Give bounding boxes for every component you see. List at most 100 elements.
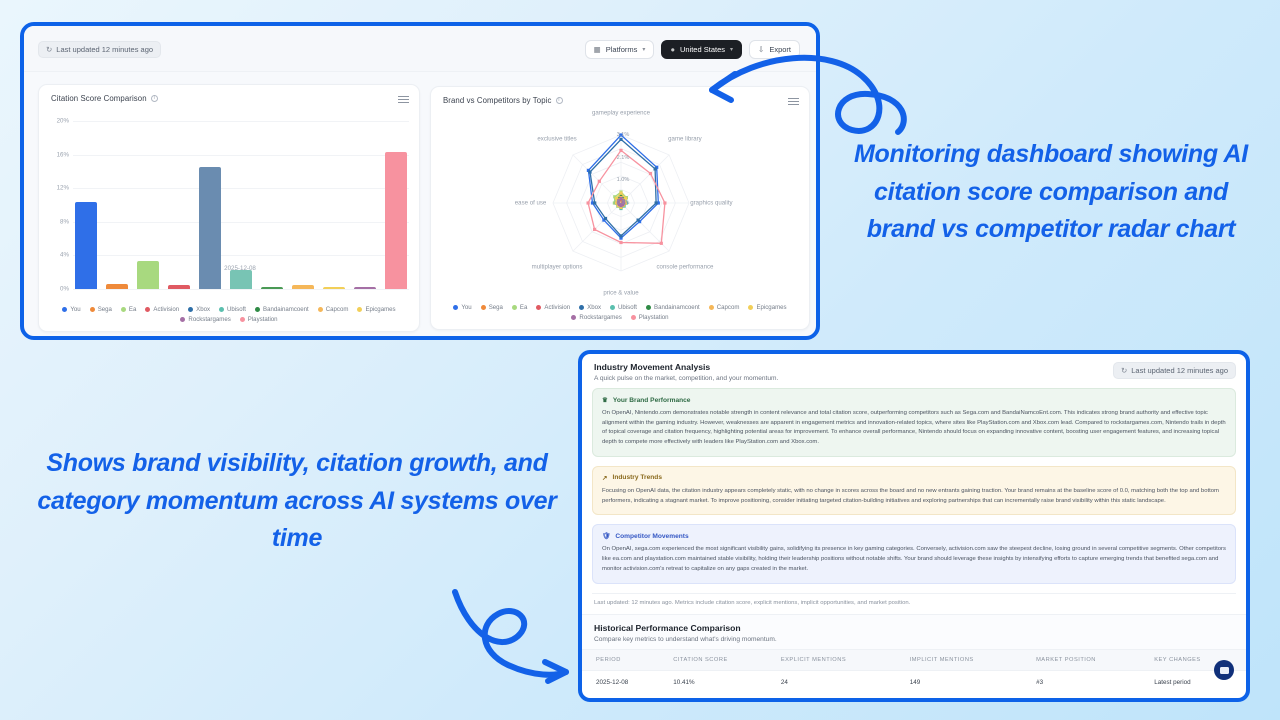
radar-point <box>617 199 621 203</box>
menu-icon[interactable] <box>788 96 799 107</box>
page-title: Citation Score Comparison <box>51 94 147 103</box>
gridline <box>73 188 409 190</box>
table-row[interactable]: 2025-12-08 10.41% 24 149 #3 Latest period <box>582 670 1246 694</box>
radar-point <box>586 201 590 205</box>
bar-ea[interactable] <box>137 261 159 289</box>
bar-capcom[interactable] <box>292 284 314 289</box>
grid-icon: ▦ <box>593 44 601 54</box>
trend-up-icon: ↗ <box>602 474 608 482</box>
region-dropdown[interactable]: ● United States ▾ <box>661 40 743 59</box>
y-tick-label: 4% <box>60 251 69 259</box>
insight-card-trends: ↗ Industry Trends Focusing on OpenAI dat… <box>592 465 1236 516</box>
legend-item-activision[interactable]: Activision <box>145 306 179 313</box>
legend-item-rockstargames[interactable]: Rockstargames <box>180 316 231 323</box>
radar-axis-label: price & value <box>603 289 639 297</box>
radar-spoke <box>572 154 622 204</box>
legend-swatch-icon <box>646 305 651 310</box>
radar-point <box>619 240 623 245</box>
info-icon[interactable]: i <box>150 95 158 102</box>
legend-swatch-icon <box>571 315 577 320</box>
legend-swatch-icon <box>357 307 363 312</box>
bar-ubisoft[interactable] <box>230 270 252 289</box>
radar-axis-label: gameplay experience <box>592 109 650 117</box>
table-cell: Latest period <box>1154 678 1191 686</box>
platforms-dropdown[interactable]: ▦ Platforms ▾ <box>584 40 655 59</box>
bar-rockstargames[interactable] <box>354 286 376 289</box>
radar-axis-label: multiplayer options <box>531 263 583 271</box>
radar-point <box>590 201 595 205</box>
insight-trends-heading-row: ↗ Industry Trends <box>602 474 1226 482</box>
radar-series-you[interactable] <box>587 134 659 240</box>
bar-playstation[interactable] <box>385 152 407 289</box>
legend-item-playstation[interactable]: Playstation <box>630 314 669 321</box>
legend-label: Rockstargames <box>188 316 231 323</box>
legend-item-bandainamcoent[interactable]: Bandainamcoent <box>255 306 309 313</box>
hamburger-menu-icon[interactable] <box>398 94 409 105</box>
legend-item-ea[interactable]: Ea <box>120 306 136 313</box>
dashboard-toolbar: ↻ Last updated 12 minutes ago ▦ Platform… <box>24 26 816 72</box>
radar-radial-tick: 1.0% <box>616 177 630 184</box>
legend-item-you[interactable]: You <box>453 304 472 311</box>
citation-score-card: Citation Score Comparison i 0% 4% 8% 12% 16%… <box>38 84 420 332</box>
legend-item-rockstargames[interactable]: Rockstargames <box>571 314 622 321</box>
legend-swatch-icon <box>180 317 186 322</box>
legend-item-bandainamcoent[interactable]: Bandainamcoent <box>646 304 700 311</box>
legend-item-ea[interactable]: Ea <box>511 304 528 311</box>
gridline <box>73 154 409 156</box>
radar-point <box>621 199 625 203</box>
bar-sega[interactable] <box>106 284 128 289</box>
radar-axis-label: console performance <box>656 263 714 271</box>
y-tick-label: 0% <box>60 285 69 293</box>
bar-activision[interactable] <box>168 285 190 289</box>
chat-bubble-icon[interactable] <box>1214 660 1234 680</box>
legend-swatch-icon <box>536 305 542 310</box>
legend-item-xbox[interactable]: Xbox <box>579 304 601 311</box>
legend-item-ubisoft[interactable]: Ubisoft <box>219 306 246 313</box>
legend-item-capcom[interactable]: Capcom <box>317 306 348 313</box>
legend-item-playstation[interactable]: Playstation <box>239 316 278 323</box>
legend-item-ubisoft[interactable]: Ubisoft <box>610 304 637 311</box>
radar-point <box>619 236 623 240</box>
y-tick-label: 12% <box>56 184 69 192</box>
legend-item-epicgames[interactable]: Epicgames <box>748 304 787 311</box>
download-icon: ⇩ <box>758 44 765 54</box>
legend-item-activision[interactable]: Activision <box>536 304 570 311</box>
legend-label: Bandainamcoent <box>654 304 700 311</box>
insight-brand-heading-row: ♛ Your Brand Performance <box>602 396 1226 405</box>
table-cell: 10.41% <box>673 678 695 686</box>
bar-epicgames[interactable] <box>323 286 345 289</box>
legend-label: Playstation <box>638 314 669 321</box>
radar-point <box>603 216 608 221</box>
legend-item-xbox[interactable]: Xbox <box>188 306 210 313</box>
info-icon[interactable]: i <box>555 97 563 104</box>
gridline <box>73 221 409 223</box>
bar-you[interactable] <box>75 201 97 289</box>
legend-label: Ea <box>519 304 528 311</box>
radar-point <box>614 196 618 200</box>
legend-label: Xbox <box>587 304 602 311</box>
shield-icon: 🛡 <box>602 533 611 541</box>
radar-title-row: Brand vs Competitors by Topic i <box>443 96 563 105</box>
radar-point <box>597 179 601 183</box>
historical-subtitle: Compare key metrics to understand what's… <box>594 635 777 643</box>
annotation-left: Shows brand visibility, citation growth,… <box>37 449 557 552</box>
legend-item-epicgames[interactable]: Epicgames <box>357 306 396 313</box>
historical-title: Historical Performance Comparison <box>594 622 741 633</box>
legend-label: Ubisoft <box>618 304 637 311</box>
legend-item-sega[interactable]: Sega <box>89 306 112 313</box>
insight-competitors-heading-row: 🛡 Competitor Movements <box>602 532 1226 541</box>
legend-item-sega[interactable]: Sega <box>480 304 503 311</box>
legend-label: Epicgames <box>756 304 787 311</box>
gridline <box>73 289 409 290</box>
insight-trends-heading: Industry Trends <box>612 474 662 482</box>
radar-chart-legend: You Sega Ea Activision Xbox Ubisoft Bandainamc… <box>441 304 799 321</box>
export-button[interactable]: ⇩ Export <box>749 40 800 59</box>
legend-label: Sega <box>488 304 503 311</box>
bar-bandainamcoent[interactable] <box>261 286 283 289</box>
radar-chart-plot: gameplay experience game library graphics … <box>431 109 811 297</box>
legend-label: Playstation <box>247 316 278 323</box>
bar-xbox[interactable] <box>199 167 221 289</box>
historical-header: Historical Performance Comparison Compar… <box>582 613 1246 649</box>
legend-item-capcom[interactable]: Capcom <box>708 304 739 311</box>
legend-item-you[interactable]: You <box>62 306 81 313</box>
